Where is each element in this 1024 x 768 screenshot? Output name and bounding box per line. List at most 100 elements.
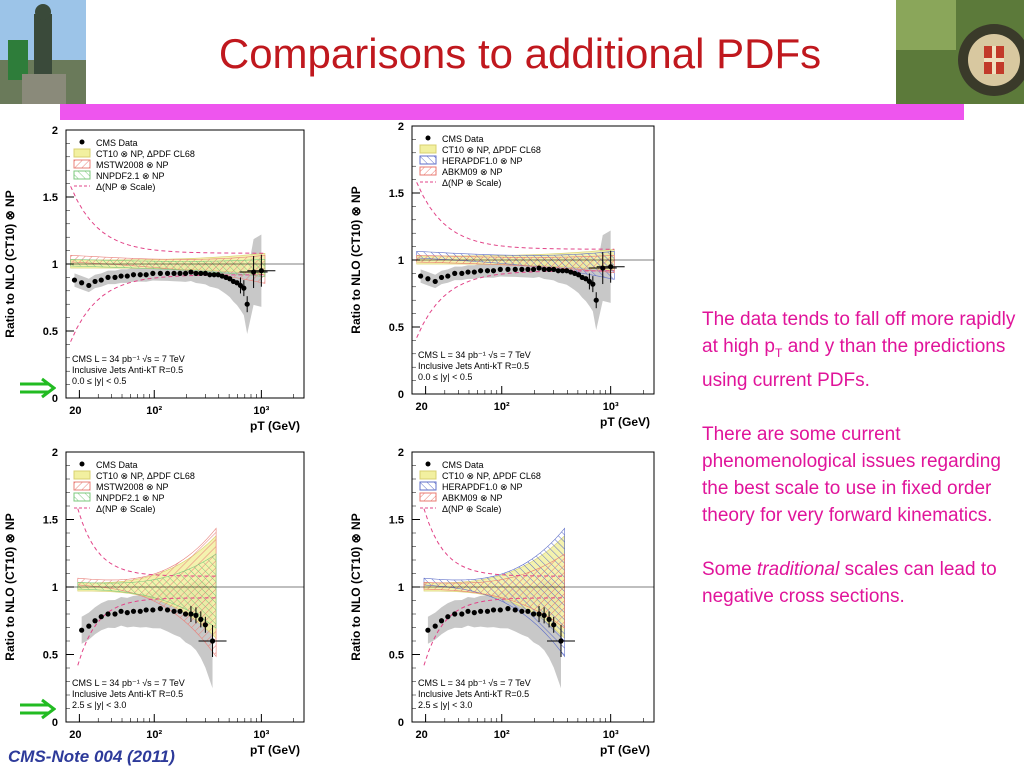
- x-axis-label: pT (GeV): [250, 743, 300, 757]
- data-point: [112, 611, 118, 617]
- data-point: [198, 270, 204, 276]
- legend-entry: CT10 ⊗ NP, ΔPDF CL68: [96, 149, 195, 159]
- nnpdf-band: [70, 258, 266, 278]
- abkm-band: [416, 254, 615, 274]
- info-label: Inclusive Jets Anti-kT R=0.5: [418, 361, 529, 371]
- data-point: [551, 622, 557, 628]
- legend-entry: ABKM09 ⊗ NP: [442, 493, 503, 503]
- info-label: 2.5 ≤ |y| < 3.0: [418, 700, 472, 710]
- data-point: [79, 280, 85, 286]
- data-point: [71, 277, 78, 283]
- data-point: [171, 270, 177, 276]
- data-point: [198, 616, 204, 622]
- legend-entry: CT10 ⊗ NP, ΔPDF CL68: [96, 471, 195, 481]
- x-tick-label: 10²: [494, 401, 510, 413]
- data-point: [512, 266, 518, 272]
- y-tick-label: 2: [398, 121, 404, 133]
- data-point: [445, 273, 451, 279]
- legend-entry: ABKM09 ⊗ NP: [442, 167, 503, 177]
- info-label: 0.0 ≤ |y| < 0.5: [72, 376, 126, 386]
- info-label: CMS L = 34 pb⁻¹ √s = 7 TeV: [72, 678, 185, 688]
- data-point: [188, 611, 194, 617]
- legend-marker: [79, 139, 85, 145]
- data-point: [497, 266, 503, 272]
- source-note: CMS-Note 004 (2011): [8, 747, 175, 766]
- data-point: [536, 611, 542, 617]
- data-point: [519, 266, 525, 272]
- data-point: [465, 269, 471, 275]
- systematic-band: [420, 230, 611, 331]
- legend-entry: NNPDF2.1 ⊗ NP: [96, 493, 165, 503]
- legend-marker: [419, 155, 437, 165]
- data-point: [171, 608, 177, 614]
- legend-entry: CMS Data: [96, 460, 138, 470]
- data-point: [241, 285, 247, 291]
- legend-marker: [425, 135, 431, 141]
- y-tick-label: 0.5: [43, 326, 58, 338]
- data-point: [193, 270, 199, 276]
- data-point: [177, 270, 183, 276]
- y-tick-label: 2: [52, 125, 58, 137]
- legend-marker: [73, 159, 91, 169]
- np-scale-line: [416, 270, 615, 338]
- y-tick-label: 1: [52, 259, 58, 271]
- legend-marker: [73, 481, 91, 491]
- legend-entry: MSTW2008 ⊗ NP: [96, 482, 169, 492]
- x-tick-label: 10³: [253, 405, 269, 417]
- legend-marker: [419, 470, 437, 480]
- data-point: [193, 612, 199, 618]
- y-axis-label: Ratio to NLO (CT10) ⊗ NP: [349, 186, 363, 333]
- x-tick-label: 20: [415, 401, 427, 413]
- data-point: [124, 273, 130, 279]
- data-point: [211, 272, 217, 278]
- data-point: [478, 268, 484, 274]
- data-point: [202, 270, 208, 276]
- x-tick-label: 20: [69, 405, 81, 417]
- chart-top-left: 0 0.5 1 1.5 2 20 10² 10³ pT (GeV) Ratio to NLO (C…: [3, 125, 305, 433]
- data-point: [471, 610, 477, 616]
- data-point: [478, 608, 484, 614]
- data-point: [452, 270, 458, 276]
- data-point: [425, 627, 431, 633]
- x-tick-label: 20: [415, 729, 427, 741]
- x-tick-label: 10²: [146, 729, 162, 741]
- legend-marker: [73, 148, 91, 158]
- y-tick-label: 2: [398, 447, 404, 459]
- legend-entry: Δ(NP ⊕ Scale): [96, 504, 155, 514]
- data-point: [530, 611, 537, 617]
- y-tick-label: 0.5: [389, 650, 404, 662]
- data-point: [418, 273, 424, 279]
- page-title: Comparisons to additional PDFs: [218, 30, 822, 77]
- y-tick-label: 0: [398, 389, 404, 401]
- data-point: [459, 611, 465, 617]
- data-point: [541, 266, 547, 272]
- data-point: [130, 272, 137, 278]
- info-label: 2.5 ≤ |y| < 3.0: [72, 700, 126, 710]
- data-point: [86, 623, 92, 629]
- data-point: [177, 608, 183, 614]
- legend-marker: [73, 492, 91, 502]
- info-label: CMS L = 34 pb⁻¹ √s = 7 TeV: [72, 354, 185, 364]
- info-label: Inclusive Jets Anti-kT R=0.5: [72, 365, 183, 375]
- data-point: [92, 618, 98, 624]
- y-tick-label: 1.5: [43, 515, 58, 527]
- arrow-right-icon: [20, 377, 56, 399]
- legend-marker: [73, 470, 91, 480]
- legend-entry: HERAPDF1.0 ⊗ NP: [442, 156, 523, 166]
- data-point: [541, 612, 547, 618]
- x-tick-label: 10²: [146, 405, 162, 417]
- legend-marker: [419, 481, 437, 491]
- np-scale-line: [70, 274, 265, 342]
- data-point: [519, 608, 525, 614]
- data-point: [92, 278, 98, 285]
- np-scale-line: [423, 508, 565, 577]
- data-point: [143, 272, 149, 278]
- legend-marker: [73, 170, 91, 180]
- data-point: [244, 301, 250, 307]
- data-point: [445, 614, 451, 620]
- legend-entry: Δ(NP ⊕ Scale): [96, 182, 155, 192]
- data-point: [590, 281, 596, 287]
- y-tick-label: 0.5: [389, 322, 404, 334]
- y-axis-label: Ratio to NLO (CT10) ⊗ NP: [349, 513, 363, 660]
- data-point: [559, 268, 566, 274]
